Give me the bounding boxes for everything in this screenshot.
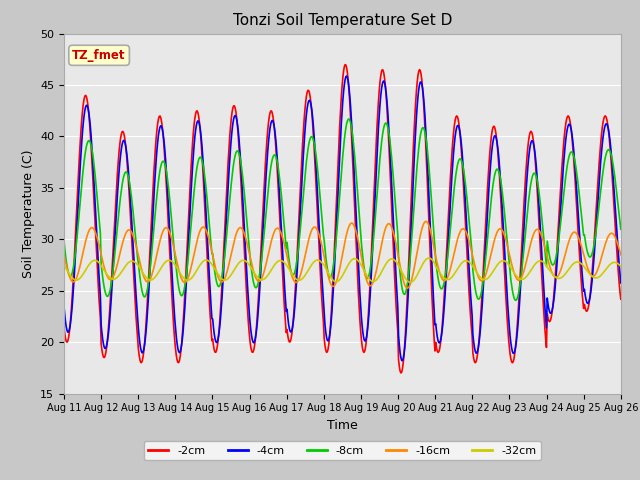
-2cm [412, 101, 419, 107]
-2cm [60, 324, 68, 330]
-8cm [411, 192, 419, 198]
-16cm [214, 272, 221, 277]
Legend: -2cm, -4cm, -8cm, -16cm, -32cm: -2cm, -4cm, -8cm, -16cm, -32cm [144, 441, 541, 460]
-8cm [184, 258, 192, 264]
-16cm [428, 234, 436, 240]
-32cm [60, 263, 68, 268]
-8cm [70, 260, 78, 266]
-16cm [403, 285, 411, 291]
-32cm [428, 257, 436, 263]
-4cm [70, 276, 78, 282]
-32cm [214, 270, 221, 276]
-2cm [397, 370, 404, 376]
-32cm [184, 277, 192, 283]
Line: -2cm: -2cm [64, 65, 621, 373]
-8cm [428, 192, 435, 198]
Line: -32cm: -32cm [64, 258, 621, 282]
-2cm [428, 291, 436, 297]
Line: -4cm: -4cm [64, 76, 621, 361]
-16cm [60, 252, 68, 258]
Line: -8cm: -8cm [64, 119, 621, 300]
-4cm [412, 129, 419, 134]
-2cm [70, 261, 78, 266]
-2cm [617, 296, 625, 302]
-2cm [341, 62, 349, 68]
-8cm [127, 193, 135, 199]
-2cm [214, 343, 221, 349]
-8cm [60, 238, 68, 244]
Y-axis label: Soil Temperature (C): Soil Temperature (C) [22, 149, 35, 278]
-4cm [343, 73, 351, 79]
-4cm [127, 213, 135, 218]
-4cm [617, 280, 625, 286]
-32cm [406, 279, 414, 285]
X-axis label: Time: Time [327, 419, 358, 432]
-32cm [70, 276, 78, 282]
-8cm [214, 282, 221, 288]
-4cm [428, 261, 436, 267]
-16cm [411, 262, 419, 268]
Title: Tonzi Soil Temperature Set D: Tonzi Soil Temperature Set D [233, 13, 452, 28]
-16cm [422, 218, 429, 224]
-16cm [184, 276, 192, 281]
-8cm [511, 298, 519, 303]
-4cm [399, 358, 406, 364]
-16cm [617, 252, 625, 258]
-4cm [184, 250, 192, 256]
-32cm [617, 264, 625, 269]
-4cm [214, 339, 221, 345]
-16cm [127, 229, 135, 235]
Text: TZ_fmet: TZ_fmet [72, 49, 126, 62]
-32cm [411, 276, 419, 282]
Line: -16cm: -16cm [64, 221, 621, 288]
-16cm [70, 279, 78, 285]
-32cm [425, 255, 433, 261]
-2cm [127, 231, 135, 237]
-8cm [617, 227, 625, 232]
-32cm [127, 258, 135, 264]
-8cm [345, 116, 353, 122]
-4cm [60, 303, 68, 309]
-2cm [184, 228, 192, 233]
